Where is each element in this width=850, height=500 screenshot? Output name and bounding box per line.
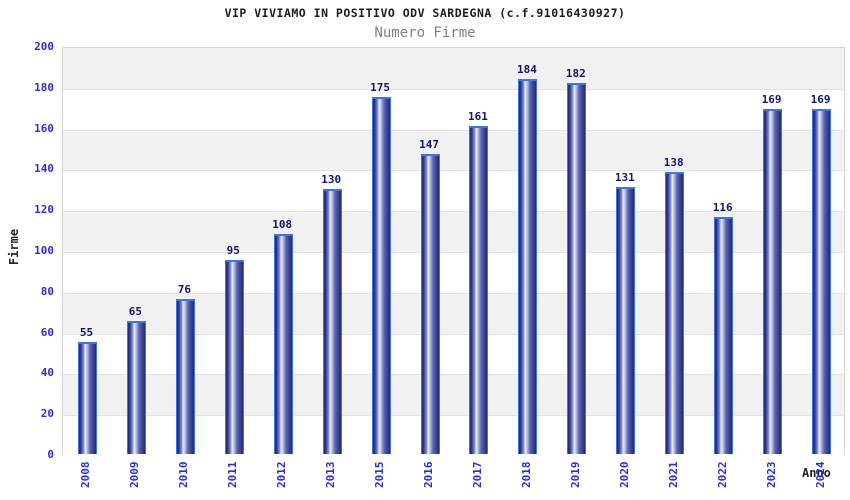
x-tick-label: 2020 — [617, 462, 631, 489]
x-tick-label: 2019 — [568, 462, 582, 489]
x-tick-label: 2017 — [470, 462, 484, 489]
y-tick-label: 140 — [34, 162, 54, 176]
bar-value-label: 76 — [177, 282, 191, 296]
y-tick-label: 160 — [34, 121, 54, 135]
grid-band — [63, 170, 844, 212]
y-tick-label: 200 — [34, 40, 54, 53]
y-tick-label: 60 — [40, 325, 54, 339]
bar-value-label: 131 — [614, 170, 635, 184]
bar-value-label: 108 — [272, 217, 293, 231]
x-tick-label: 2016 — [422, 462, 436, 489]
bar-value-label: 130 — [321, 172, 342, 186]
bar-value-label: 182 — [565, 66, 586, 80]
bar-value-label: 184 — [516, 62, 537, 76]
bar-2023 — [763, 109, 783, 454]
x-tick-label: 2023 — [764, 462, 778, 489]
x-tick-label: 2022 — [715, 462, 729, 489]
bar-value-label: 65 — [128, 305, 143, 319]
y-tick-label: 40 — [40, 366, 54, 380]
gridline — [63, 129, 844, 131]
chart-title: VIP VIVIAMO IN POSITIVO ODV SARDEGNA (c.… — [224, 6, 626, 20]
x-tick-label: 2021 — [666, 462, 680, 489]
bar-value-label: 175 — [370, 81, 391, 94]
x-axis-label: Anno — [802, 466, 831, 480]
bar-2018 — [518, 78, 538, 454]
bar-2024 — [812, 109, 832, 454]
y-tick-label: 0 — [47, 448, 54, 461]
bar-value-label: 147 — [419, 138, 439, 152]
chart-subtitle: Numero Firme — [374, 25, 476, 41]
y-tick-label: 20 — [40, 407, 54, 421]
gridline — [63, 415, 844, 417]
bar-2012 — [273, 233, 293, 454]
y-tick-label: 120 — [34, 203, 54, 217]
gridline — [63, 211, 844, 213]
bar-2017 — [469, 125, 489, 454]
grid-band — [63, 129, 844, 171]
gridline — [63, 252, 844, 253]
gridline — [63, 170, 844, 172]
gridline — [63, 88, 844, 90]
bar-2021 — [665, 172, 685, 454]
bar-value-label: 161 — [468, 109, 488, 123]
bar-value-label: 169 — [761, 93, 782, 107]
x-tick-label: 2018 — [519, 462, 533, 489]
x-tick-label: 2012 — [275, 462, 289, 489]
grid-band — [63, 211, 844, 252]
x-tick-label: 2011 — [226, 462, 240, 489]
x-tick-label: 2008 — [79, 462, 93, 489]
bar-value-label: 138 — [663, 156, 684, 170]
bar-value-label: 95 — [226, 244, 240, 258]
x-tick-label: 2010 — [177, 462, 191, 489]
grid-band — [63, 252, 844, 293]
bar-value-label: 116 — [712, 201, 733, 215]
bar-2015 — [371, 97, 391, 454]
bar-2022 — [714, 217, 734, 454]
bar-value-label: 55 — [79, 325, 94, 339]
grid-band — [63, 48, 844, 89]
y-tick-label: 180 — [34, 80, 54, 94]
bar-2013 — [322, 188, 342, 454]
x-tick-label: 2013 — [324, 462, 338, 489]
bar-2010 — [175, 298, 195, 454]
bar-2019 — [567, 82, 587, 454]
y-tick-label: 80 — [40, 284, 54, 298]
x-tick-label: 2015 — [373, 462, 387, 489]
bar-2016 — [420, 154, 440, 454]
bar-2011 — [224, 260, 244, 454]
gridline — [63, 374, 844, 376]
bar-2020 — [616, 186, 636, 454]
x-tick-label: 2009 — [128, 462, 142, 489]
bar-2009 — [126, 321, 146, 454]
x-tick-label: 2024 — [813, 462, 827, 489]
bar-value-label: 169 — [810, 93, 831, 107]
gridline — [63, 333, 844, 335]
bar-2008 — [77, 341, 97, 454]
gridline — [63, 292, 844, 294]
grid-band — [63, 88, 844, 130]
y-tick-label: 100 — [34, 244, 54, 257]
plot-area — [62, 47, 845, 456]
